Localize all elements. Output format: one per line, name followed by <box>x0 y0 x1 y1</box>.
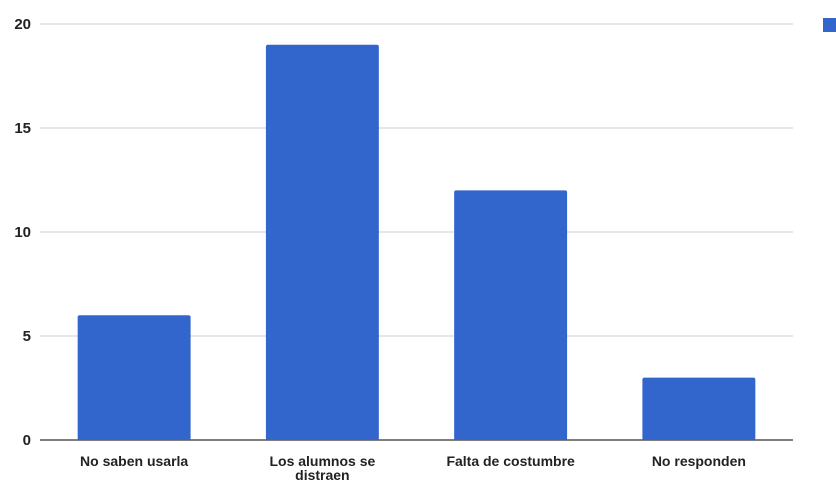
y-tick-label: 5 <box>23 328 31 345</box>
bar <box>454 190 568 440</box>
x-axis-ticks: No saben usarla Los alumnos se distraen Fal… <box>80 453 746 483</box>
x-tick-label: Los alumnos se distraen <box>269 453 375 483</box>
bar <box>642 377 756 440</box>
y-tick-label: 15 <box>14 120 31 137</box>
legend <box>823 18 836 32</box>
x-tick-label: No responden <box>652 453 746 469</box>
x-tick-label: No saben usarla <box>80 453 188 469</box>
bar <box>77 315 191 440</box>
y-tick-label: 20 <box>14 16 31 33</box>
bar <box>265 44 379 441</box>
bars <box>77 44 756 441</box>
y-axis-ticks: 0 5 10 15 20 <box>14 16 31 449</box>
y-tick-label: 0 <box>23 432 31 449</box>
legend-swatch <box>823 18 836 32</box>
x-tick-label: Falta de costumbre <box>446 453 575 469</box>
y-tick-label: 10 <box>14 224 31 241</box>
